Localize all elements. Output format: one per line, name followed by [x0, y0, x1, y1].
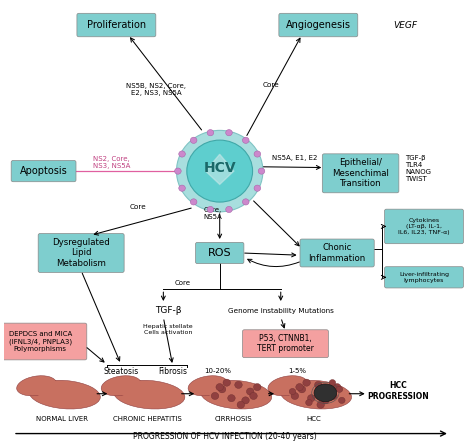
Ellipse shape: [34, 381, 70, 398]
Ellipse shape: [17, 376, 56, 396]
Circle shape: [298, 386, 306, 393]
Circle shape: [207, 206, 214, 213]
Text: Steatosis: Steatosis: [103, 367, 139, 376]
Text: TGF-β: TGF-β: [155, 306, 181, 315]
Ellipse shape: [119, 381, 155, 398]
Circle shape: [179, 151, 185, 157]
Ellipse shape: [29, 380, 100, 409]
Circle shape: [211, 392, 219, 400]
FancyBboxPatch shape: [322, 154, 399, 193]
Text: HCV: HCV: [203, 161, 236, 174]
FancyBboxPatch shape: [77, 13, 156, 37]
Circle shape: [250, 392, 257, 400]
Circle shape: [329, 392, 337, 400]
Text: Core: Core: [129, 204, 146, 210]
Text: Liver-infiltrating
lymphocytes: Liver-infiltrating lymphocytes: [399, 272, 449, 283]
FancyBboxPatch shape: [11, 160, 76, 182]
Circle shape: [187, 140, 253, 202]
FancyBboxPatch shape: [243, 330, 328, 358]
Ellipse shape: [188, 376, 228, 396]
Circle shape: [303, 379, 310, 386]
Text: Genome instability Mutations: Genome instability Mutations: [228, 308, 334, 313]
Text: Angiogenesis: Angiogenesis: [286, 20, 351, 30]
Polygon shape: [206, 154, 234, 184]
Text: Epithelial/
Mesenchimal
Transition: Epithelial/ Mesenchimal Transition: [332, 159, 389, 188]
Ellipse shape: [101, 376, 141, 396]
FancyBboxPatch shape: [384, 267, 464, 288]
Circle shape: [243, 137, 249, 143]
Text: CIRRHOSIS: CIRRHOSIS: [215, 416, 253, 422]
Circle shape: [191, 199, 197, 205]
Circle shape: [258, 168, 265, 174]
Circle shape: [289, 388, 296, 395]
Text: DEPDCS and MICA
(IFNL3/4, PNPLA3)
Polymorphisms: DEPDCS and MICA (IFNL3/4, PNPLA3) Polymo…: [9, 331, 72, 352]
Circle shape: [237, 401, 245, 408]
Text: PROGRESSION OF HCV INFECTION (20-40 years): PROGRESSION OF HCV INFECTION (20-40 year…: [133, 432, 316, 441]
Circle shape: [322, 397, 329, 404]
Circle shape: [226, 206, 232, 213]
Text: NS5B, NS2, Core,
E2, NS3, NS5A: NS5B, NS2, Core, E2, NS3, NS5A: [126, 83, 186, 96]
Circle shape: [329, 380, 336, 386]
Circle shape: [219, 386, 226, 393]
FancyBboxPatch shape: [195, 242, 244, 264]
Circle shape: [336, 386, 343, 392]
Ellipse shape: [285, 381, 321, 398]
Circle shape: [338, 397, 345, 404]
Circle shape: [254, 384, 261, 391]
Text: Cytokines
(LT-αβ, IL-1,
IL6, IL23, TNF-α): Cytokines (LT-αβ, IL-1, IL6, IL23, TNF-α…: [398, 218, 450, 235]
Circle shape: [306, 400, 312, 406]
Text: TGF-β
TLR4
NANOG
TWIST: TGF-β TLR4 NANOG TWIST: [405, 155, 431, 182]
Ellipse shape: [268, 376, 308, 396]
Text: Core: Core: [263, 82, 280, 88]
Circle shape: [216, 384, 223, 391]
Circle shape: [315, 381, 322, 388]
Text: HCC
PROGRESSION: HCC PROGRESSION: [367, 381, 429, 401]
Circle shape: [228, 395, 235, 402]
Circle shape: [176, 131, 263, 212]
Text: CHRONIC HEPATITIS: CHRONIC HEPATITIS: [112, 416, 181, 422]
Circle shape: [317, 401, 324, 408]
Text: 1-5%: 1-5%: [288, 368, 306, 374]
Text: NORMAL LIVER: NORMAL LIVER: [36, 416, 88, 422]
Circle shape: [242, 397, 249, 404]
FancyBboxPatch shape: [0, 323, 87, 360]
Circle shape: [226, 130, 232, 136]
Circle shape: [179, 185, 185, 191]
FancyBboxPatch shape: [279, 13, 358, 37]
Circle shape: [207, 130, 214, 136]
Circle shape: [223, 379, 230, 386]
Circle shape: [191, 137, 197, 143]
Ellipse shape: [114, 380, 185, 409]
Circle shape: [254, 151, 261, 157]
Text: NS5A, E1, E2: NS5A, E1, E2: [272, 155, 318, 161]
Text: P53, CTNNB1,
TERT promoter: P53, CTNNB1, TERT promoter: [257, 334, 314, 353]
Text: Core: Core: [174, 280, 190, 285]
Circle shape: [246, 388, 254, 395]
Circle shape: [291, 392, 299, 400]
Text: NS2, Core,
NS3, NS5A: NS2, Core, NS3, NS5A: [93, 156, 130, 169]
Text: ROS: ROS: [208, 248, 231, 258]
Text: 10-20%: 10-20%: [204, 368, 231, 374]
Ellipse shape: [201, 380, 272, 409]
Text: Dysregulated
Lipid
Metabolism: Dysregulated Lipid Metabolism: [52, 238, 110, 268]
Ellipse shape: [281, 380, 352, 409]
Ellipse shape: [314, 384, 337, 402]
Circle shape: [235, 381, 242, 388]
Circle shape: [308, 395, 315, 402]
Circle shape: [174, 168, 181, 174]
Circle shape: [296, 384, 303, 391]
Text: HCC: HCC: [306, 416, 321, 422]
Ellipse shape: [206, 381, 241, 398]
Text: VEGF: VEGF: [393, 20, 418, 30]
Text: Core,
NS5A: Core, NS5A: [203, 206, 222, 220]
Circle shape: [333, 384, 341, 391]
Circle shape: [243, 199, 249, 205]
Circle shape: [326, 388, 334, 395]
Text: Hepatic stellate
Cells activation: Hepatic stellate Cells activation: [143, 324, 193, 334]
FancyBboxPatch shape: [300, 239, 374, 267]
Text: Fibrosis: Fibrosis: [158, 367, 187, 376]
Circle shape: [254, 185, 261, 191]
Text: Chonic
Inflammation: Chonic Inflammation: [309, 243, 366, 263]
Text: Proliferation: Proliferation: [87, 20, 146, 30]
Text: Apoptosis: Apoptosis: [20, 166, 67, 176]
